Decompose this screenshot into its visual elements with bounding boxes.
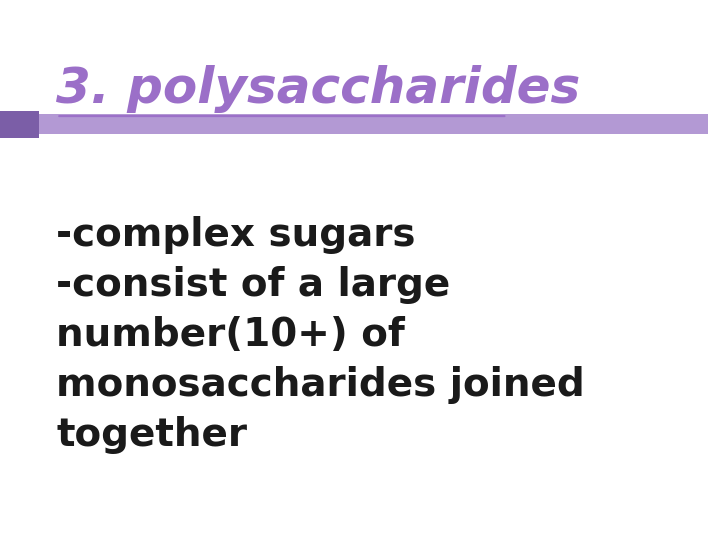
Text: 3. polysaccharides: 3. polysaccharides [56,65,580,113]
FancyBboxPatch shape [39,114,708,134]
FancyBboxPatch shape [0,111,39,138]
Text: -complex sugars
-consist of a large
number(10+) of
monosaccharides joined
togeth: -complex sugars -consist of a large numb… [56,216,585,454]
